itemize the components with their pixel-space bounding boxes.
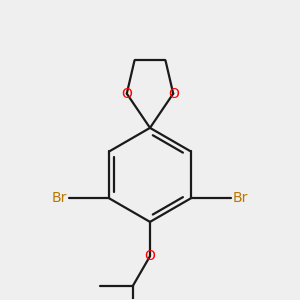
Text: Br: Br <box>52 191 67 206</box>
Text: Br: Br <box>233 191 248 206</box>
Text: O: O <box>145 249 155 263</box>
Text: O: O <box>121 87 132 100</box>
Text: O: O <box>168 87 179 100</box>
